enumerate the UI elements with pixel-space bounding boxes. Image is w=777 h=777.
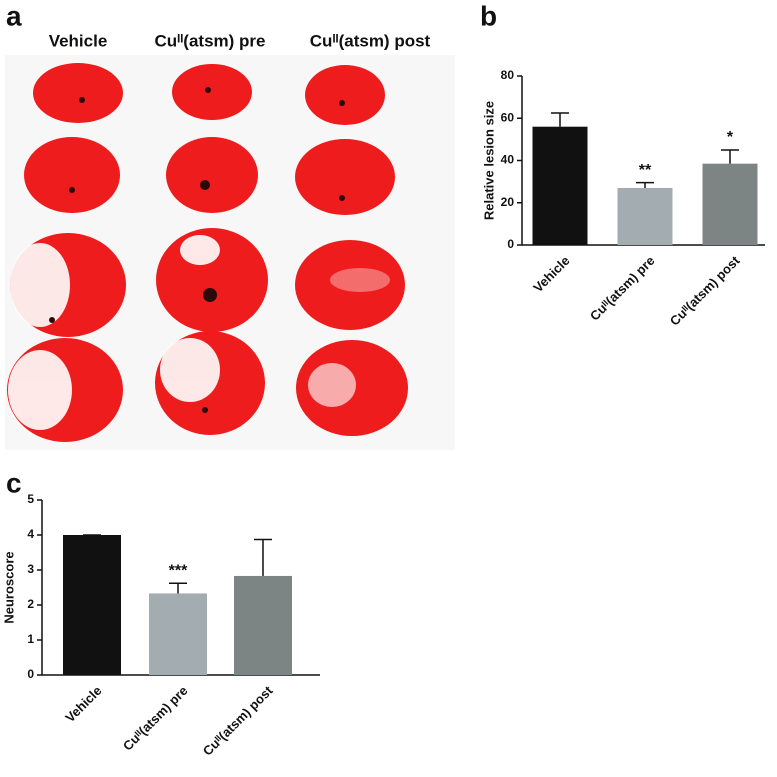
bar — [149, 593, 207, 675]
column-header: Cuᴵᴵ(atsm) post — [310, 31, 431, 50]
y-tick-label: 20 — [501, 195, 515, 209]
panel-label: a — [6, 0, 22, 31]
brain-slices — [5, 55, 455, 450]
lesions — [8, 235, 390, 430]
y-tick-label: 0 — [507, 237, 514, 251]
bar — [234, 575, 292, 675]
x-tick-label: Vehicle — [530, 253, 572, 295]
y-tick-label: 3 — [27, 562, 34, 576]
significance-label: ** — [639, 162, 652, 179]
y-axis-title: Relative lesion size — [481, 101, 496, 220]
bar — [63, 535, 121, 675]
y-tick-label: 80 — [501, 68, 515, 82]
bar — [617, 187, 673, 245]
significance-label: * — [727, 129, 734, 146]
ventricles — [49, 87, 345, 413]
column-header: Cuᴵᴵ(atsm) pre — [155, 31, 266, 50]
y-tick-label: 4 — [27, 527, 34, 541]
x-tick-label: Vehicle — [62, 683, 104, 725]
y-tick-label: 60 — [501, 110, 515, 124]
panel-label: c — [6, 467, 22, 498]
panel-label: b — [480, 0, 497, 31]
y-tick-label: 0 — [27, 667, 34, 681]
x-tick-label: Cuᴵᴵ(atsm) post — [200, 682, 276, 758]
x-tick-label: Cuᴵᴵ(atsm) post — [667, 252, 743, 328]
x-tick-label: Cuᴵᴵ(atsm) pre — [120, 683, 191, 754]
y-tick-label: 2 — [27, 597, 34, 611]
bar — [532, 126, 588, 245]
x-tick-label: Cuᴵᴵ(atsm) pre — [587, 253, 658, 324]
y-tick-label: 40 — [501, 153, 515, 167]
bar — [702, 163, 758, 245]
column-header: Vehicle — [49, 31, 108, 50]
y-tick-label: 1 — [27, 632, 34, 646]
y-axis-title: Neuroscore — [1, 551, 16, 623]
significance-label: *** — [169, 563, 188, 580]
y-tick-label: 5 — [27, 492, 34, 506]
